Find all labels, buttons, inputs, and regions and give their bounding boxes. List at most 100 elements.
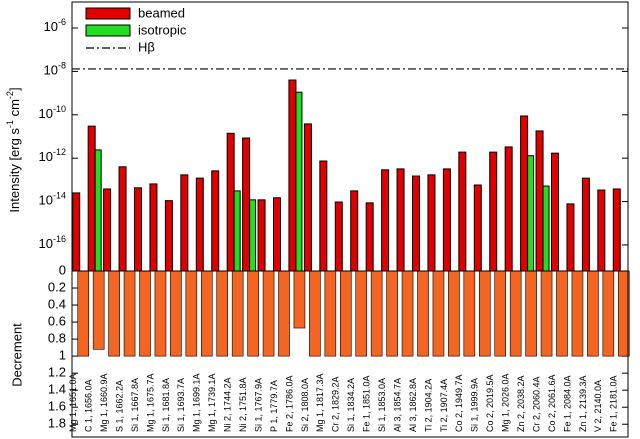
bar (309, 270, 321, 357)
bar (216, 270, 229, 357)
x-tick-label: Cr 2, 2060.4A (531, 376, 541, 432)
x-tick-label: Si 1, 1834.2A (346, 378, 356, 432)
bar (233, 190, 241, 272)
x-tick-label: Ti 2, 1907.4A (439, 379, 449, 432)
bar (527, 155, 535, 272)
bar (319, 160, 328, 272)
x-tick-label: Si 1, 1681.8A (161, 378, 171, 432)
bar (139, 270, 151, 357)
bar (180, 174, 189, 272)
plot-frame (71, 270, 629, 438)
bar (566, 203, 575, 272)
y-tick-label: 0.6 (48, 314, 66, 329)
y-tick-label: 10-12 (39, 148, 66, 165)
x-tick-label: Ni 2, 1751.8A (238, 377, 248, 432)
x-tick-label: Si 1, 1999.9A (470, 378, 480, 432)
bar (295, 91, 303, 272)
x-tick-label: Fe 1, 2181.0A (609, 375, 619, 432)
bar (185, 270, 198, 357)
bar (77, 270, 90, 357)
bar (149, 183, 158, 272)
bar (118, 166, 127, 272)
bar (87, 125, 96, 272)
y-axis-title: Intensity [erg s-1 cm-2] (5, 87, 22, 212)
bar (350, 190, 359, 272)
bar (612, 188, 621, 272)
bar (381, 169, 390, 272)
y-tick-label: 0.4 (48, 296, 66, 311)
x-tick-label: P 1, 1779.7A (269, 380, 279, 432)
bar (334, 201, 343, 272)
bar (94, 149, 102, 272)
x-tick-label: Si 1, 1767.9A (253, 378, 263, 432)
y-tick-label: 1 (59, 348, 66, 363)
bar (551, 152, 559, 272)
bar (288, 79, 297, 272)
bar (556, 270, 568, 357)
bar (542, 185, 550, 272)
bar (602, 270, 615, 357)
bar (473, 184, 482, 272)
bar (134, 187, 142, 272)
bar (504, 146, 513, 272)
legend-label: isotropic (138, 22, 187, 37)
y-tick-label: 1.6 (48, 399, 66, 414)
bar (494, 270, 507, 357)
legend-swatch (85, 24, 131, 37)
x-tick-label: Fe 1, 2084.0A (562, 375, 572, 432)
bar (581, 177, 590, 272)
bar (154, 270, 167, 357)
bar (540, 270, 553, 357)
x-tick-label: Cr 2, 1829.2A (331, 376, 341, 432)
bar (324, 270, 337, 357)
bar (273, 197, 281, 272)
bar (448, 270, 460, 357)
x-tick-label: Fe 1, 1851.0A (362, 375, 372, 432)
x-tick-label: V 2, 2140.0A (593, 380, 603, 432)
bar (432, 270, 445, 357)
y-tick-label: 0.8 (48, 331, 66, 346)
bar (262, 270, 275, 357)
bar (170, 270, 182, 357)
x-tick-label: Si 2, 1808.0A (300, 378, 310, 432)
x-tick-label: Mg 1, 1675.7A (145, 373, 155, 432)
bar (226, 132, 235, 272)
x-tick-label: Co 2, 2061.6A (547, 374, 557, 432)
x-tick-label: Mg 1, 1739.1A (207, 373, 217, 432)
x-tick-label: Mg 1, 1699.1A (192, 373, 202, 432)
bar (587, 270, 599, 357)
bar (72, 192, 81, 272)
bar (412, 175, 420, 272)
bar (442, 168, 451, 272)
bar (478, 270, 491, 357)
x-tick-label: Mg 1, 1660.9A (99, 373, 109, 432)
bar (365, 202, 374, 272)
bar (520, 115, 529, 272)
y-tick-label: 1.4 (48, 382, 66, 397)
bar (458, 151, 467, 272)
x-tick-label: Mg 1, 1651.0A (68, 373, 78, 432)
x-tick-label: Ni 2, 1744.2A (223, 377, 233, 432)
y-tick-label: 10-6 (44, 17, 66, 34)
bar (211, 170, 220, 272)
bar (509, 270, 522, 357)
bar (597, 189, 606, 272)
x-tick-label: S 1, 1662.2A (114, 380, 124, 432)
x-tick-label: Si 1, 1667.8A (130, 378, 140, 432)
bar (427, 174, 436, 272)
x-tick-label: Fe 2, 1786.0A (284, 375, 294, 432)
bar (247, 270, 259, 357)
bar (303, 123, 312, 272)
x-tick-label: Co 2, 1949.7A (454, 374, 464, 432)
x-tick-label: Mg 1, 2026.0A (501, 373, 511, 432)
bar (195, 177, 204, 272)
x-tick-label: Si 1, 1853.0A (377, 378, 387, 432)
bar (108, 270, 120, 357)
bar (123, 270, 136, 357)
bar (370, 270, 383, 357)
x-tick-label: Al 3, 1862.8A (408, 378, 418, 432)
bar (278, 270, 290, 357)
bar (242, 137, 251, 272)
y-tick-label: 10-10 (39, 104, 66, 121)
bar (525, 270, 537, 357)
